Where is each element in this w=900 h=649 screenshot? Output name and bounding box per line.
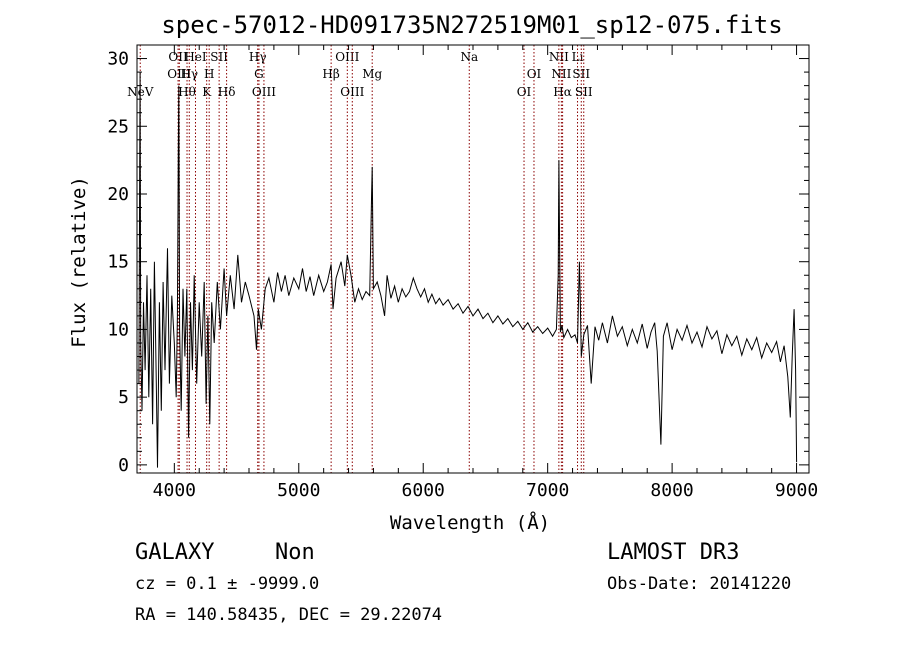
y-tick-label-4: 20 <box>107 184 129 205</box>
line-marker-label-16: Mg <box>362 67 382 81</box>
x-tick-label-5: 9000 <box>775 480 818 501</box>
object-class-text: GALAXY <box>135 540 214 565</box>
line-marker-label-21: NII <box>551 67 571 81</box>
survey-text: LAMOST DR3 <box>607 540 739 565</box>
x-tick-label-4: 8000 <box>650 480 693 501</box>
line-marker-label-14: OIII <box>335 50 359 64</box>
line-marker-label-11: G <box>254 67 264 81</box>
line-marker-label-25: SII <box>575 85 593 99</box>
y-tick-label-5: 25 <box>107 116 129 137</box>
line-marker-label-8: SII <box>210 50 228 64</box>
line-marker-label-2: OIII <box>167 67 191 81</box>
line-marker-label-5: HeI <box>184 50 207 64</box>
line-marker-label-3: Hθ <box>178 85 196 99</box>
obs-date-text: Obs-Date: 20141220 <box>607 574 791 594</box>
chart-title: spec-57012-HD091735N272519M01_sp12-075.f… <box>161 11 782 39</box>
line-marker-label-22: Hα <box>553 85 572 99</box>
y-tick-label-3: 15 <box>107 252 129 273</box>
x-tick-label-0: 4000 <box>153 480 196 501</box>
spectrum-series-0 <box>138 72 798 468</box>
line-marker-label-20: NII <box>549 50 569 64</box>
y-axis-label: Flux (relative) <box>68 176 90 348</box>
x-tick-label-2: 6000 <box>402 480 445 501</box>
line-marker-label-4: Hγ <box>180 67 198 81</box>
line-marker-label-1: OII <box>168 50 188 64</box>
plot-frame <box>136 44 810 474</box>
x-axis-label: Wavelength (Å) <box>390 511 550 534</box>
x-tick-label-1: 5000 <box>277 480 320 501</box>
y-tick-label-6: 30 <box>107 49 129 70</box>
line-marker-label-19: OI <box>527 67 542 81</box>
x-tick-label-3: 7000 <box>526 480 569 501</box>
line-marker-label-10: Hγ <box>249 50 267 64</box>
line-marker-label-12: OIII <box>252 85 276 99</box>
line-marker-label-15: OIII <box>340 85 364 99</box>
line-marker-label-18: OI <box>517 85 532 99</box>
coordinates-text: RA = 140.58435, DEC = 29.22074 <box>135 605 442 625</box>
line-marker-label-9: Hδ <box>218 85 236 99</box>
redshift-text: cz = 0.1 ± -9999.0 <box>135 574 319 594</box>
line-marker-label-23: Li <box>572 50 584 64</box>
line-marker-label-7: H <box>204 67 214 81</box>
y-tick-label-0: 0 <box>118 455 129 476</box>
line-marker-label-6: K <box>202 85 212 99</box>
line-marker-label-17: Na <box>460 50 478 64</box>
line-marker-label-24: SII <box>572 67 590 81</box>
subclass-text: Non <box>275 540 315 565</box>
y-tick-label-1: 5 <box>118 387 129 408</box>
spectrum-layer <box>138 72 798 468</box>
tick-layer: 4000 5000 6000 7000 8000 9000 0 5 10 15 20 25 30 <box>107 45 818 501</box>
line-marker-layer: NeVOIIOIIIHθHγHeIKHSIIHδHγGOIIIHβOIIIOII… <box>127 45 593 473</box>
line-marker-label-13: Hβ <box>322 67 339 81</box>
y-tick-label-2: 10 <box>107 319 129 340</box>
